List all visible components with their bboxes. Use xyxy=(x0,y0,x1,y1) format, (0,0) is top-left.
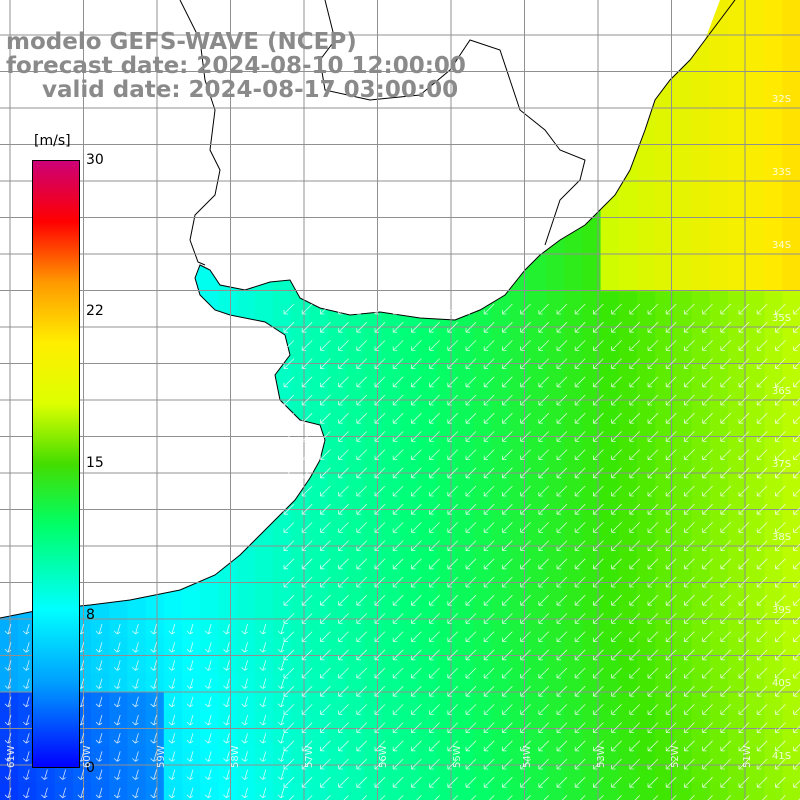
lat-label-39s: 39S xyxy=(772,605,792,616)
lat-label-32s: 32S xyxy=(772,94,792,105)
colorbar-unit: [m/s] xyxy=(34,133,71,149)
border-line xyxy=(179,0,586,266)
colorbar-tick-15: 15 xyxy=(86,455,104,471)
title-model: modelo GEFS-WAVE (NCEP) xyxy=(6,29,357,55)
lon-label-61w: 61W xyxy=(6,745,17,768)
lon-label-52w: 52W xyxy=(670,745,681,768)
title-valid-date: valid date: 2024-08-17 03:00:00 xyxy=(42,77,459,103)
colorbar-tick-0: 0 xyxy=(86,760,95,776)
lon-label-54w: 54W xyxy=(522,745,533,768)
lon-label-60w: 60W xyxy=(82,745,93,768)
lon-label-59w: 59W xyxy=(156,745,167,768)
lat-label-35s: 35S xyxy=(772,313,792,324)
lon-label-57w: 57W xyxy=(304,745,315,768)
map-titles: modelo GEFS-WAVE (NCEP) forecast date: 2… xyxy=(6,30,466,102)
lat-label-40s: 40S xyxy=(772,678,792,689)
colorbar-tick-22: 22 xyxy=(86,303,104,319)
colorbar-tick-30: 30 xyxy=(86,152,104,168)
lat-label-34s: 34S xyxy=(772,240,792,251)
lat-label-36s: 36S xyxy=(772,386,792,397)
lon-label-58w: 58W xyxy=(230,745,241,768)
lon-label-51w: 51W xyxy=(742,745,753,768)
lat-label-37s: 37S xyxy=(772,459,792,470)
title-forecast-date: forecast date: 2024-08-10 12:00:00 xyxy=(6,53,466,79)
lat-label-38s: 38S xyxy=(772,532,792,543)
lon-label-55w: 55W xyxy=(452,745,463,768)
lat-label-41s: 41S xyxy=(772,751,792,762)
land-area xyxy=(0,0,720,618)
lon-label-53w: 53W xyxy=(596,745,607,768)
colorbar xyxy=(32,160,80,768)
colorbar-tick-8: 8 xyxy=(86,607,95,623)
lat-label-33s: 33S xyxy=(772,167,792,178)
wind-arrows xyxy=(4,303,800,800)
lon-label-56w: 56W xyxy=(378,745,389,768)
